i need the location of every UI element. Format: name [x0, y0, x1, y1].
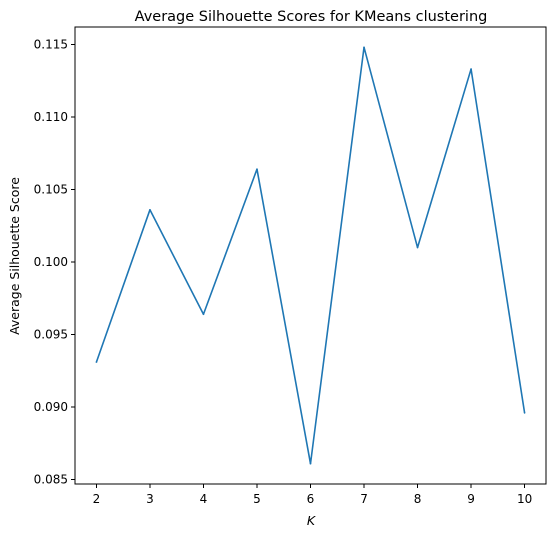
data-point: [149, 209, 151, 211]
y-tick-label: 0.100: [34, 255, 68, 269]
plot-area: 2 3 4 5 6 7 8 9 10 0.085 0.090 0.095 0.100 0.105 0.11…: [34, 26, 547, 506]
y-tick-label: 0.105: [34, 182, 68, 196]
x-tick-label: 5: [253, 492, 261, 506]
y-tick-label: 0.085: [34, 473, 68, 487]
x-tick-label: 6: [307, 492, 315, 506]
y-tick-label: 0.090: [34, 400, 68, 414]
x-tick-label: 2: [93, 492, 101, 506]
data-point: [202, 313, 205, 316]
x-tick-label: 9: [467, 492, 475, 506]
chart-title: Average Silhouette Scores for KMeans clu…: [135, 9, 488, 25]
y-tick-label: 0.095: [34, 328, 68, 342]
x-axis-label: K: [307, 513, 317, 528]
data-point: [523, 412, 526, 414]
series-line: [95, 46, 526, 465]
series-layer: [95, 46, 526, 465]
x-tick-label: 4: [200, 492, 208, 506]
y-tick-label: 0.115: [34, 37, 68, 51]
data-point: [416, 246, 419, 249]
x-tick-label: 10: [517, 492, 532, 506]
y-axis-ticks: 0.085 0.090 0.095 0.100 0.105 0.110 0.115: [34, 37, 75, 487]
data-point: [363, 46, 365, 49]
y-tick-label: 0.110: [34, 110, 68, 124]
data-point: [256, 168, 258, 170]
x-tick-label: 7: [360, 492, 368, 506]
data-point: [470, 68, 472, 70]
data-point: [95, 361, 98, 363]
data-point: [309, 462, 312, 465]
x-tick-label: 8: [414, 492, 422, 506]
x-axis-ticks: 2 3 4 5 6 7 8 9 10: [93, 484, 532, 506]
y-axis-label: Average Silhouette Score: [7, 177, 22, 335]
x-tick-label: 3: [146, 492, 154, 506]
